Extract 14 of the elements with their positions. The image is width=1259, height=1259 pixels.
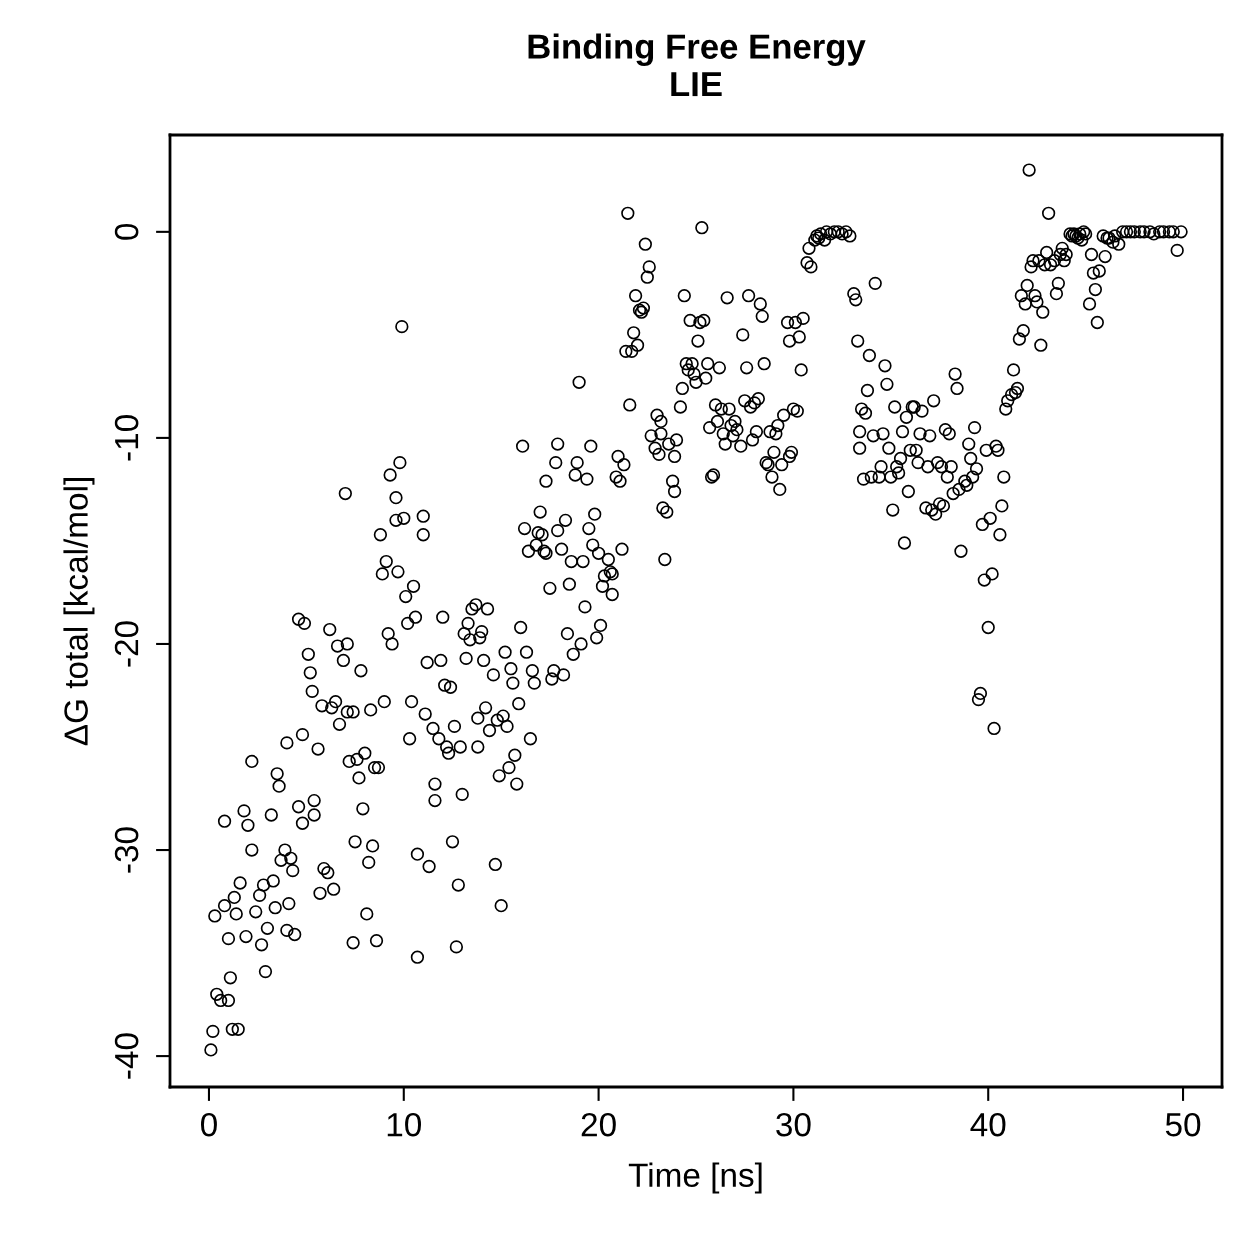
x-tick-label: 50 bbox=[1165, 1112, 1201, 1137]
y-tick-label: -30 bbox=[114, 827, 139, 873]
x-tick-label: 30 bbox=[776, 1112, 811, 1137]
y-axis-title: ΔG total [kcal/mol] bbox=[63, 478, 95, 746]
x-axis-title: Time [ns] bbox=[628, 1162, 762, 1194]
x-tick-label: 0 bbox=[201, 1112, 217, 1137]
x-tick-label: 40 bbox=[970, 1112, 1006, 1137]
y-tick-label: -40 bbox=[114, 1033, 139, 1079]
y-tick-label: -20 bbox=[114, 621, 139, 667]
x-tick-label: 10 bbox=[387, 1112, 422, 1137]
y-tick-label: -10 bbox=[114, 415, 139, 461]
y-tick-label: 0 bbox=[114, 223, 139, 240]
chart-title: Binding Free Energy LIE bbox=[528, 33, 866, 97]
x-tick-label: 20 bbox=[581, 1112, 616, 1137]
